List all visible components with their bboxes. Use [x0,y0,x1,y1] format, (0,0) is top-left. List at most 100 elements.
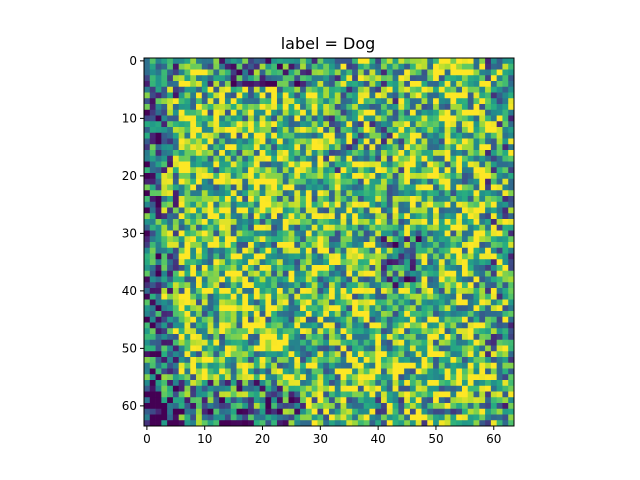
heatmap-cell [323,247,330,254]
heatmap-cell [421,242,428,249]
heatmap-cell [213,253,220,260]
heatmap-cell [479,391,486,398]
heatmap-cell [271,259,278,266]
heatmap-cell [201,322,208,329]
heatmap-cell [317,414,324,421]
heatmap-cell [485,391,492,398]
heatmap-cell [496,265,503,272]
heatmap-cell [172,224,180,231]
heatmap-cell [427,150,434,157]
heatmap-cell [288,362,295,369]
heatmap-cell [184,98,191,105]
heatmap-cell [236,121,243,128]
heatmap-cell [276,115,284,122]
heatmap-cell [329,368,336,375]
heatmap-cell [248,167,255,174]
heatmap-cell [196,63,203,70]
heatmap-cell [196,92,203,99]
heatmap-cell [236,184,243,191]
heatmap-cell [485,380,492,387]
heatmap-cell [236,351,243,358]
heatmap-cell [496,207,503,214]
heatmap-cell [508,276,515,283]
heatmap-cell [473,293,480,300]
heatmap-cell [259,236,266,243]
heatmap-cell [276,121,284,128]
heatmap-cell [438,322,445,329]
heatmap-cell [456,247,463,254]
heatmap-cell [421,293,428,300]
heatmap-cell [398,224,405,231]
heatmap-cell [502,242,509,249]
heatmap-cell [392,305,399,312]
heatmap-cell [248,236,255,243]
heatmap-cell [224,420,232,427]
heatmap-cell [230,351,237,358]
heatmap-cell [161,385,168,392]
heatmap-cell [398,190,405,197]
heatmap-cell [386,213,393,220]
heatmap-cell [433,357,440,364]
heatmap-cell [155,86,162,93]
heatmap-cell [282,132,289,139]
heatmap-cell [167,98,174,105]
heatmap-cell [196,109,203,116]
heatmap-cell [207,339,214,346]
heatmap-cell [253,69,260,76]
heatmap-cell [357,357,365,364]
heatmap-cell [161,178,168,185]
heatmap-cell [213,420,220,427]
heatmap-cell [415,403,422,410]
heatmap-cell [276,173,284,180]
heatmap-cell [386,322,393,329]
heatmap-cell [456,219,463,226]
heatmap-cell [334,253,341,260]
heatmap-cell [381,345,388,352]
heatmap-cell [386,305,393,312]
heatmap-cell [352,196,359,203]
heatmap-cell [196,351,203,358]
heatmap-cell [265,374,272,381]
heatmap-cell [427,219,434,226]
heatmap-cell [444,334,451,341]
heatmap-cell [467,224,474,231]
heatmap-cell [409,299,417,306]
heatmap-cell [421,98,428,105]
heatmap-cell [271,334,278,341]
heatmap-cell [450,282,457,289]
heatmap-cell [375,339,382,346]
heatmap-cell [496,282,503,289]
heatmap-cell [311,219,318,226]
heatmap-cell [265,305,272,312]
heatmap-cell [172,322,180,329]
heatmap-cell [473,109,480,116]
heatmap-cell [456,150,463,157]
heatmap-cell [444,270,451,277]
heatmap-cell [485,173,492,180]
heatmap-cell [490,328,498,335]
heatmap-cell [357,150,365,157]
heatmap-cell [149,368,156,375]
heatmap-cell [461,201,469,208]
heatmap-cell [276,391,284,398]
heatmap-cell [144,115,151,122]
heatmap-cell [461,328,469,335]
heatmap-cell [155,92,162,99]
heatmap-cell [433,391,440,398]
heatmap-cell [357,196,365,203]
heatmap-cell [334,345,341,352]
heatmap-cell [415,184,422,191]
heatmap-cell [346,92,353,99]
heatmap-cell [375,138,382,145]
heatmap-cell [357,351,365,358]
heatmap-cell [259,368,266,375]
heatmap-cell [224,288,232,295]
heatmap-cell [178,316,185,323]
heatmap-cell [409,351,417,358]
heatmap-cell [415,161,422,168]
heatmap-cell [386,328,393,335]
heatmap-cell [398,328,405,335]
heatmap-cell [161,92,168,99]
heatmap-cell [259,322,266,329]
heatmap-cell [450,385,457,392]
